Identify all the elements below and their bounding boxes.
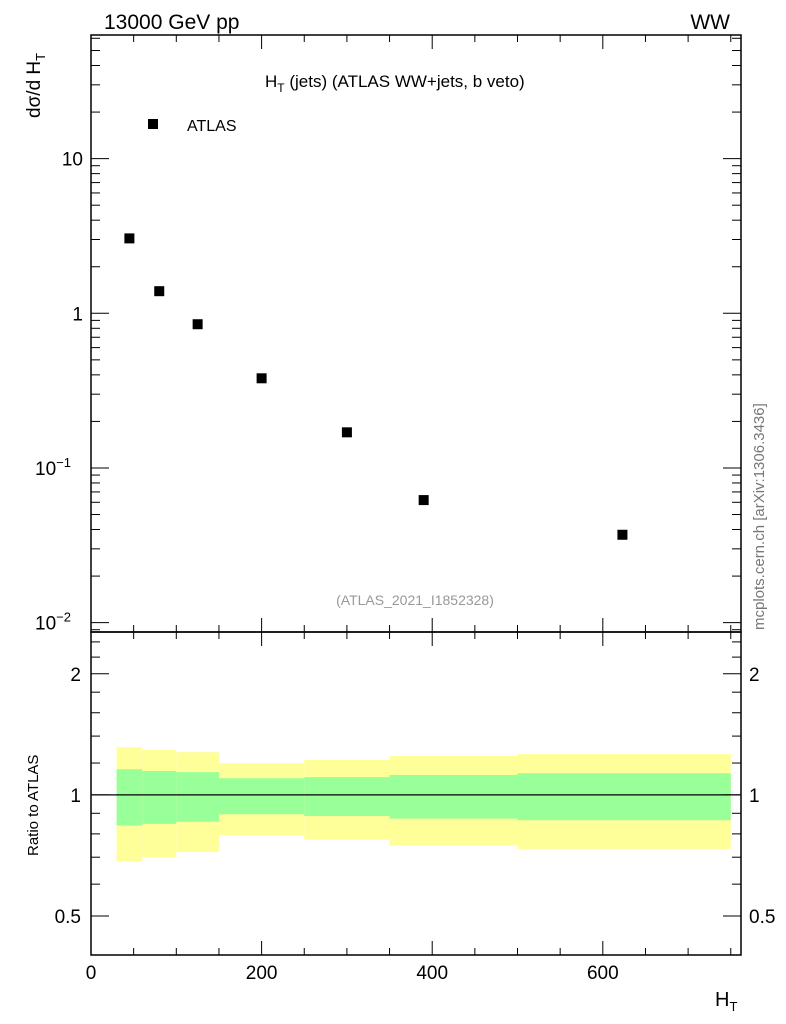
ratio-y-tick-label-left: 2 bbox=[70, 665, 81, 686]
y-axis-label: dσ/d HT bbox=[24, 53, 48, 118]
stat-uncertainty-band-bin bbox=[142, 770, 177, 824]
data-point bbox=[617, 529, 628, 540]
main-title: HT (jets) (ATLAS WW+jets, b veto) bbox=[265, 72, 525, 95]
process-label: WW bbox=[690, 11, 730, 34]
data-point bbox=[192, 319, 203, 330]
y-tick-label: 10 bbox=[62, 150, 83, 171]
data-point bbox=[154, 286, 165, 297]
stat-uncertainty-band-bin bbox=[389, 774, 518, 819]
stat-uncertainty-band-bin bbox=[517, 773, 731, 821]
legend-marker bbox=[148, 119, 158, 129]
ratio-y-tick-label-right: 1 bbox=[749, 786, 760, 807]
data-point bbox=[418, 495, 429, 506]
stat-uncertainty-band-bin bbox=[116, 769, 143, 826]
y-tick-label: 10−2 bbox=[35, 610, 71, 635]
x-tick-label: 0 bbox=[86, 963, 97, 984]
ratio-panel: 0 200 400 600 2 2 1 1 0.5 0.5 bbox=[55, 631, 775, 984]
ratio-y-tick-label-right: 0.5 bbox=[749, 907, 775, 928]
data-point bbox=[341, 427, 352, 438]
x-tick-label: 200 bbox=[246, 963, 278, 984]
data-point bbox=[256, 373, 267, 384]
energy-label: 13000 GeV pp bbox=[104, 11, 239, 34]
y-tick-label: 10−1 bbox=[35, 455, 71, 480]
x-tick-label: 400 bbox=[416, 963, 448, 984]
ratio-frame bbox=[90, 631, 742, 956]
ratio-y-tick-label-right: 2 bbox=[749, 665, 760, 686]
x-tick-label: 600 bbox=[587, 963, 619, 984]
analysis-label: (ATLAS_2021_I1852328) bbox=[336, 592, 494, 608]
stat-uncertainty-band-bin bbox=[218, 778, 305, 815]
x-axis-label: HT bbox=[715, 989, 737, 1014]
side-label: mcplots.cern.ch [arXiv:1306.3436] bbox=[751, 403, 768, 630]
legend-label: ATLAS bbox=[187, 118, 237, 135]
y-tick-label: 1 bbox=[72, 304, 83, 325]
ratio-y-tick-label-left: 0.5 bbox=[55, 907, 81, 928]
data-point bbox=[124, 233, 135, 244]
ratio-y-tick-label-left: 1 bbox=[70, 786, 81, 807]
stat-uncertainty-band-bin bbox=[176, 772, 219, 822]
ratio-y-label: Ratio to ATLAS bbox=[25, 755, 42, 856]
stat-uncertainty-band-bin bbox=[304, 777, 390, 817]
